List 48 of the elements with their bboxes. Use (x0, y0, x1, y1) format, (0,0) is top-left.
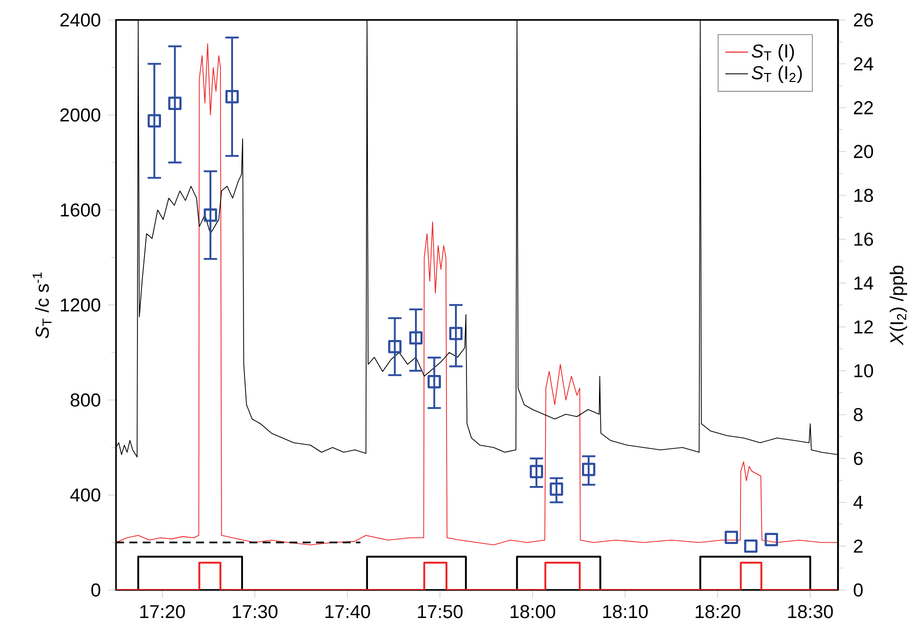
x-tick-label: 17:20 (140, 604, 185, 618)
y-tick-label: 400 (70, 488, 100, 502)
y2-tick-label: 6 (854, 452, 863, 466)
y-axis-title: S$_{T}$ /c s$^{-1}$ (32, 272, 52, 338)
y2-axis-title: X(I$_{2}$) /ppb (890, 266, 908, 346)
point (409, 331, 423, 345)
y2-tick-label: 0 (854, 583, 863, 597)
y2-tick-label: 26 (854, 13, 873, 27)
y-tick-label: 0 (91, 583, 100, 597)
y2-tick-label: 2 (854, 540, 862, 553)
point (449, 326, 463, 340)
x-tick-label: 18:20 (696, 604, 740, 618)
y2-tick-label: 22 (854, 101, 873, 114)
x-tick-label: 18:30 (788, 604, 833, 618)
x-tick-label: 17:40 (326, 604, 370, 618)
point (225, 90, 239, 104)
point (550, 482, 564, 496)
point (204, 208, 218, 222)
point (148, 114, 161, 128)
y-tick-label: 800 (70, 393, 100, 407)
x-tick-label: 18:00 (510, 604, 556, 618)
y-tick-label: 1200 (60, 298, 100, 312)
y2-tick-label: 10 (854, 364, 874, 378)
x-tick-label: 17:50 (418, 604, 463, 618)
point (764, 532, 778, 546)
point (388, 340, 402, 354)
y-tick-label: 2000 (60, 108, 100, 122)
legend-label: S$_{T}$ (I) (752, 44, 794, 62)
y-tick-label: 1600 (60, 203, 100, 217)
y2-tick-label: 24 (854, 57, 874, 70)
y2-tick-label: 12 (854, 320, 873, 334)
x-tick-label: 18:10 (603, 604, 648, 618)
y2-tick-label: 16 (854, 232, 873, 246)
y2-tick-label: 8 (854, 408, 863, 422)
y2-tick-label: 18 (854, 188, 873, 202)
y2-tick-label: 14 (854, 276, 874, 290)
point (428, 375, 441, 388)
point (530, 464, 544, 478)
y2-tick-label: 20 (854, 144, 874, 158)
legend-label: S$_{T}$ (I$_{2}$) (752, 66, 802, 84)
point (168, 96, 182, 110)
y-tick-label: 2400 (60, 13, 100, 27)
point (724, 530, 738, 544)
line-series (116, 43, 838, 546)
y2-tick-label: 4 (853, 496, 863, 509)
x-tick-label: 17:30 (232, 604, 278, 618)
point (582, 462, 596, 476)
point (744, 539, 758, 553)
